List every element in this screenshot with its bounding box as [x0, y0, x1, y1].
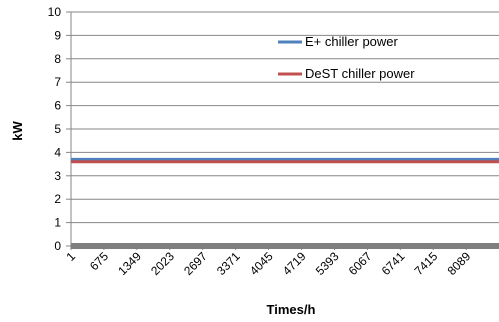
x-tick-label: 5393: [313, 249, 342, 278]
x-tick-labels: 1 675 1349 2023 2697 3371 4045 4719 5393 6067 6741…: [63, 249, 473, 278]
x-tick-label: 3371: [214, 249, 243, 278]
legend-label: E+ chiller power: [305, 34, 399, 49]
x-tick-label: 7415: [412, 249, 441, 278]
y-tick-label: 9: [54, 28, 61, 42]
legend-label: DeST chiller power: [305, 66, 415, 81]
y-tick-label: 4: [54, 145, 61, 159]
x-tick-label: 2697: [181, 249, 210, 278]
y-tick-labels: 0 1 2 3 4 5 6 7 8 9 10: [48, 5, 62, 253]
y-tick-label: 10: [48, 5, 62, 19]
y-tick-label: 1: [54, 216, 61, 230]
x-tick-label: 675: [87, 249, 111, 273]
x-tick-label: 4719: [280, 249, 309, 278]
y-tick-label: 8: [54, 52, 61, 66]
x-tick-label: 6067: [346, 249, 375, 278]
series-lines: [71, 157, 499, 249]
x-tick-label: 8089: [445, 249, 474, 278]
y-axis-title: kW: [10, 121, 25, 141]
y-tick-label: 6: [54, 99, 61, 113]
y-tick-label: 2: [54, 192, 61, 206]
y-tick-label: 5: [54, 122, 61, 136]
y-tick-label: 3: [54, 169, 61, 183]
y-tick-label: 7: [54, 75, 61, 89]
axes: [66, 11, 467, 250]
y-tick-label: 0: [54, 239, 61, 253]
x-tick-label: 2023: [148, 249, 177, 278]
gridlines: [71, 11, 499, 247]
x-tick-label: 6741: [379, 249, 408, 278]
x-tick-label: 1349: [115, 249, 144, 278]
x-tick-label: 1: [63, 249, 78, 264]
legend: E+ chiller power DeST chiller power: [278, 34, 415, 81]
x-tick-label: 4045: [247, 249, 276, 278]
x-axis-title: Times/h: [267, 302, 316, 317]
